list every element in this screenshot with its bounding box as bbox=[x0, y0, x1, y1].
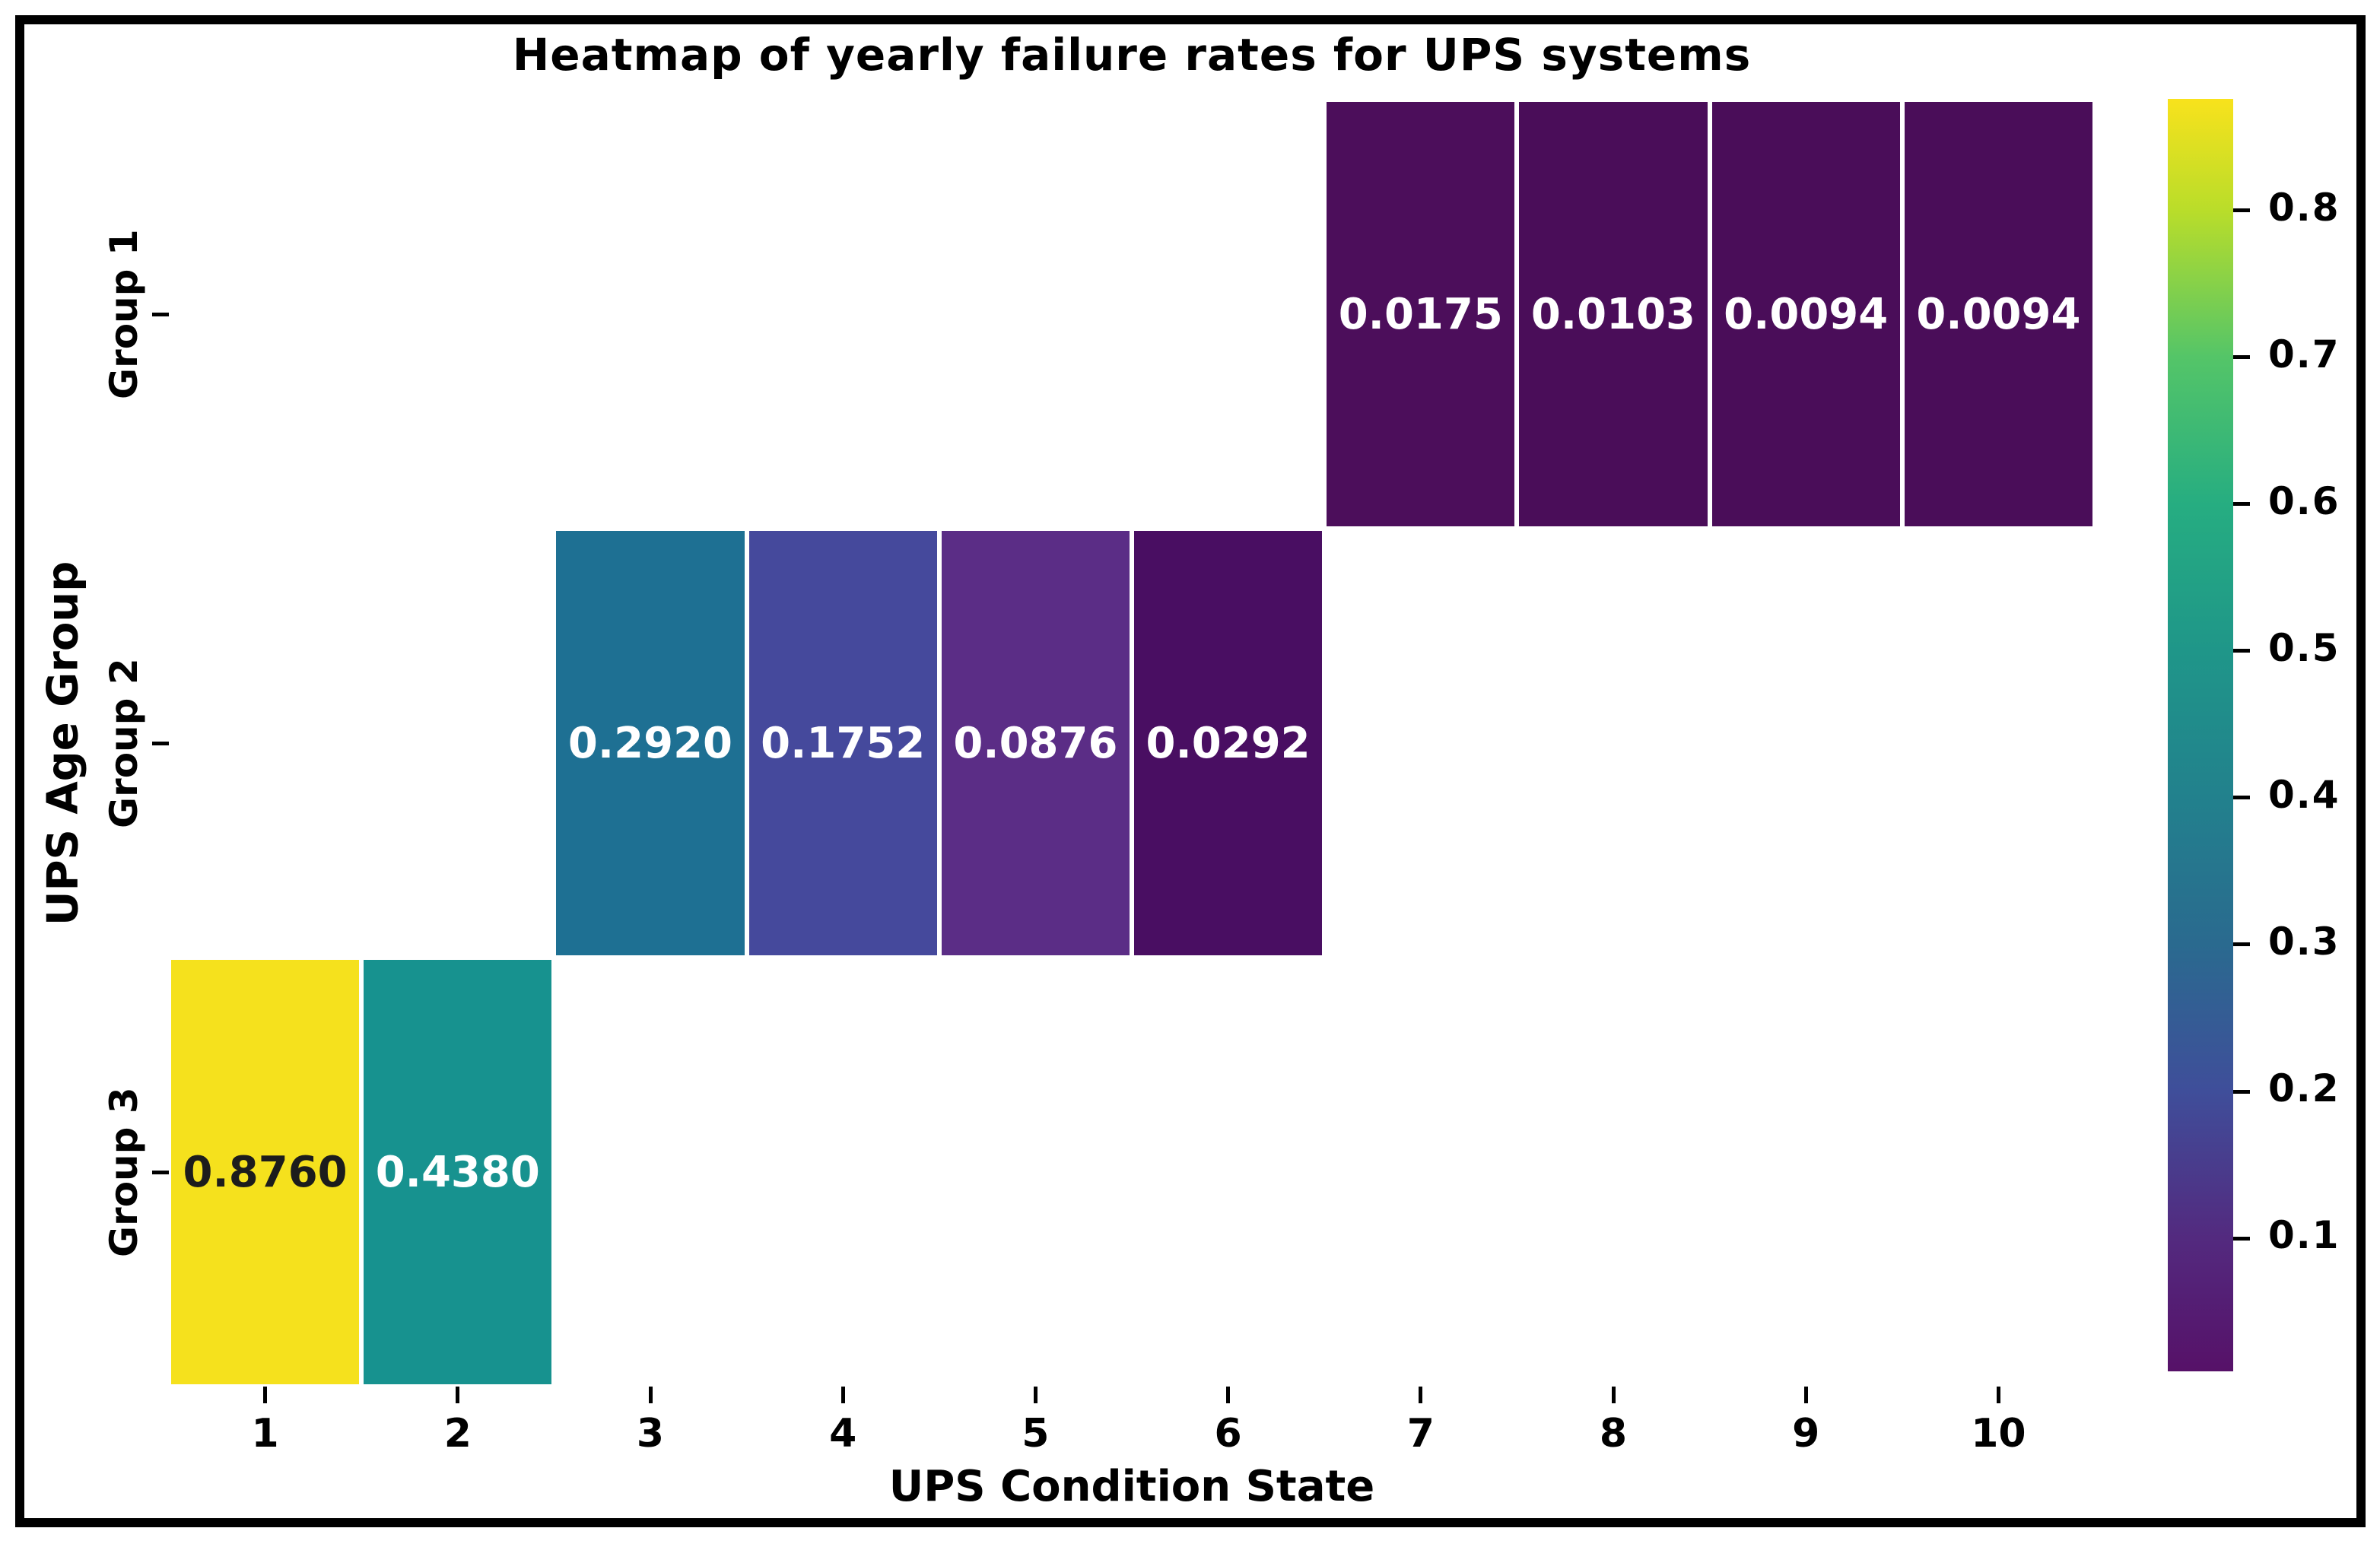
colorbar-tick-mark bbox=[2233, 1089, 2250, 1094]
cell-value-label: 0.4380 bbox=[375, 1147, 540, 1197]
y-tick-label-group-2: Group 2 bbox=[102, 658, 146, 828]
colorbar-tick-mark bbox=[2233, 355, 2250, 360]
colorbar-tick-label: 0.5 bbox=[2268, 625, 2340, 670]
heatmap-cell-group2-state4: 0.1752 bbox=[746, 529, 939, 958]
cell-value-label: 0.0175 bbox=[1338, 289, 1503, 339]
y-axis-label: UPS Age Group bbox=[38, 561, 88, 926]
x-tick-mark bbox=[840, 1387, 845, 1403]
x-tick-mark bbox=[456, 1387, 460, 1403]
heatmap-cell-group3-state1: 0.8760 bbox=[169, 958, 362, 1387]
colorbar-tick-label: 0.3 bbox=[2268, 919, 2340, 964]
heatmap-cell-group1-state8: 0.0103 bbox=[1517, 100, 1710, 529]
x-tick-label: 1 bbox=[251, 1411, 279, 1457]
colorbar bbox=[2168, 99, 2233, 1371]
heatmap-cell-group2-state3: 0.2920 bbox=[554, 529, 747, 958]
chart-title: Heatmap of yearly failure rates for UPS … bbox=[512, 29, 1752, 81]
x-tick-mark bbox=[1611, 1387, 1616, 1403]
y-tick-label-group-3: Group 3 bbox=[102, 1087, 146, 1257]
colorbar-tick-mark bbox=[2233, 208, 2250, 213]
cell-value-label: 0.0876 bbox=[953, 718, 1118, 768]
x-tick-mark bbox=[1803, 1387, 1808, 1403]
heatmap-cell-group1-state7: 0.0175 bbox=[1324, 100, 1517, 529]
heatmap-cell-group1-state10: 0.0094 bbox=[1902, 100, 2095, 529]
cell-value-label: 0.8760 bbox=[183, 1147, 348, 1197]
cell-value-label: 0.0094 bbox=[1916, 289, 2081, 339]
colorbar-tick-label: 0.4 bbox=[2268, 772, 2340, 817]
colorbar-tick-mark bbox=[2233, 796, 2250, 800]
heatmap-cell-group1-state9: 0.0094 bbox=[1709, 100, 1902, 529]
y-tick-mark bbox=[152, 741, 169, 745]
heatmap-plot-area: 0.0175 0.0103 0.0094 0.0094 0.2920 0.1752 0.08… bbox=[169, 100, 2096, 1387]
x-tick-label: 5 bbox=[1022, 1411, 1050, 1457]
colorbar-tick-label: 0.6 bbox=[2268, 478, 2340, 523]
cell-value-label: 0.2920 bbox=[567, 718, 733, 768]
x-tick-mark bbox=[1226, 1387, 1231, 1403]
x-tick-label: 8 bbox=[1599, 1411, 1628, 1457]
y-tick-label-group-1: Group 1 bbox=[102, 229, 146, 399]
y-tick-mark bbox=[152, 312, 169, 316]
cell-value-label: 0.0094 bbox=[1724, 289, 1889, 339]
x-tick-mark bbox=[1996, 1387, 2000, 1403]
colorbar-tick-mark bbox=[2233, 502, 2250, 507]
x-tick-label: 2 bbox=[443, 1411, 472, 1457]
colorbar-tick-label: 0.1 bbox=[2268, 1213, 2340, 1258]
x-tick-label: 9 bbox=[1792, 1411, 1820, 1457]
colorbar-tick-mark bbox=[2233, 942, 2250, 947]
x-tick-label: 4 bbox=[829, 1411, 857, 1457]
x-tick-label: 10 bbox=[1971, 1411, 2026, 1457]
heatmap-cell-group3-state2: 0.4380 bbox=[361, 958, 554, 1387]
colorbar-tick-mark bbox=[2233, 649, 2250, 653]
cell-value-label: 0.0103 bbox=[1530, 289, 1696, 339]
colorbar-tick-mark bbox=[2233, 1236, 2250, 1241]
x-tick-label: 3 bbox=[636, 1411, 665, 1457]
x-tick-label: 6 bbox=[1214, 1411, 1242, 1457]
cell-value-label: 0.1752 bbox=[761, 718, 926, 768]
colorbar-tick-label: 0.8 bbox=[2268, 185, 2340, 230]
y-tick-mark bbox=[152, 1170, 169, 1174]
x-tick-mark bbox=[263, 1387, 268, 1403]
heatmap-cell-group2-state5: 0.0876 bbox=[939, 529, 1132, 958]
heatmap-cell-group2-state6: 0.0292 bbox=[1132, 529, 1325, 958]
colorbar-tick-label: 0.2 bbox=[2268, 1066, 2340, 1111]
x-axis-label: UPS Condition State bbox=[888, 1462, 1375, 1511]
colorbar-tick-label: 0.7 bbox=[2268, 332, 2340, 376]
x-tick-label: 7 bbox=[1406, 1411, 1435, 1457]
x-tick-mark bbox=[1033, 1387, 1037, 1403]
x-tick-mark bbox=[648, 1387, 653, 1403]
x-tick-mark bbox=[1419, 1387, 1423, 1403]
cell-value-label: 0.0292 bbox=[1146, 718, 1311, 768]
